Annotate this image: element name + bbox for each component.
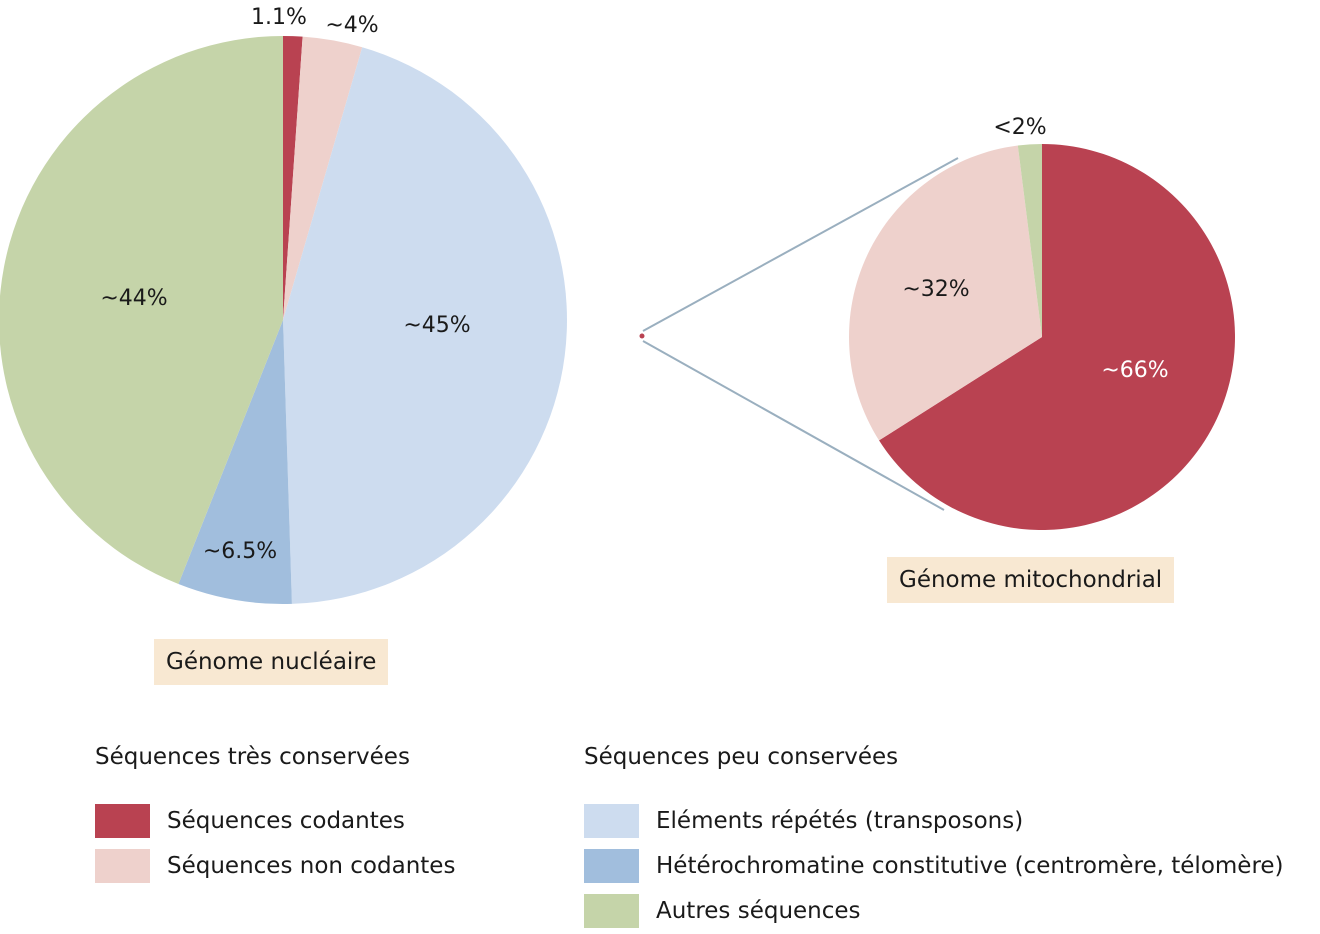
legend-swatch-heterochromatin bbox=[584, 849, 639, 883]
legend-item-noncoding: Séquences non codantes bbox=[95, 849, 455, 883]
pie-nuclear-genome: 1.1% ~4% ~45% ~6.5% ~44% bbox=[0, 5, 567, 605]
legend-conserved: Séquences très conservées Séquences coda… bbox=[95, 741, 455, 883]
legend-label-transposons: Eléments répétés (transposons) bbox=[656, 808, 1024, 834]
slice-sequences-non-codantes bbox=[848, 145, 1042, 441]
slice-sequences-codantes bbox=[283, 36, 303, 320]
slice-autres-sequences bbox=[1017, 144, 1042, 337]
zoom-origin-dot bbox=[639, 333, 645, 339]
data-label-sequences-codantes: ~66% bbox=[1101, 358, 1168, 383]
legend-swatch-other bbox=[584, 894, 639, 928]
slice-sequences-non-codantes bbox=[283, 36, 363, 321]
legend-heading-conserved: Séquences très conservées bbox=[95, 744, 410, 770]
legend-swatch-transposons bbox=[584, 804, 639, 838]
caption-nuclear-genome: Génome nucléaire bbox=[154, 639, 389, 685]
data-label-elements-repetes-transposons: ~45% bbox=[403, 313, 470, 338]
legend-item-other: Autres séquences bbox=[584, 894, 898, 928]
data-label-autres-sequences: <2% bbox=[993, 115, 1046, 140]
legend-heading-less-conserved: Séquences peu conservées bbox=[584, 744, 899, 770]
data-label-heterochromatine-constitutive-centromere-telomere: ~6.5% bbox=[203, 539, 277, 564]
legend-swatch-noncoding bbox=[95, 849, 150, 883]
legend-swatch-coding bbox=[95, 804, 150, 838]
legend-less-conserved: Séquences peu conservées Eléments répété… bbox=[584, 741, 1284, 928]
legend-item-coding: Séquences codantes bbox=[95, 804, 410, 838]
data-label-sequences-non-codantes: ~32% bbox=[902, 277, 969, 302]
pie-mitochondrial-genome: ~66% ~32% <2% bbox=[848, 115, 1235, 531]
legend-label-coding: Séquences codantes bbox=[167, 808, 405, 834]
slice-elements-repetes-transposons bbox=[283, 47, 567, 604]
legend-label-heterochromatin: Hétérochromatine constitutive (centromèr… bbox=[656, 853, 1284, 879]
data-label-sequences-non-codantes: ~4% bbox=[325, 13, 378, 38]
zoom-line-top bbox=[642, 157, 959, 332]
legend-label-noncoding: Séquences non codantes bbox=[167, 853, 456, 879]
zoom-connector bbox=[639, 157, 959, 511]
data-label-autres-sequences: ~44% bbox=[100, 286, 167, 311]
data-label-sequences-codantes: 1.1% bbox=[251, 5, 307, 30]
slice-heterochromatine-constitutive-centromere-telomere bbox=[178, 320, 292, 605]
legend-label-other: Autres séquences bbox=[656, 898, 861, 924]
legend-item-transposons: Eléments répétés (transposons) bbox=[584, 804, 1023, 838]
slice-sequences-codantes bbox=[879, 144, 1235, 531]
zoom-line-bottom bbox=[642, 340, 945, 511]
caption-mitochondrial-genome: Génome mitochondrial bbox=[887, 557, 1175, 603]
legend-item-heterochromatin: Hétérochromatine constitutive (centromèr… bbox=[584, 849, 1284, 883]
slice-autres-sequences bbox=[0, 36, 283, 585]
